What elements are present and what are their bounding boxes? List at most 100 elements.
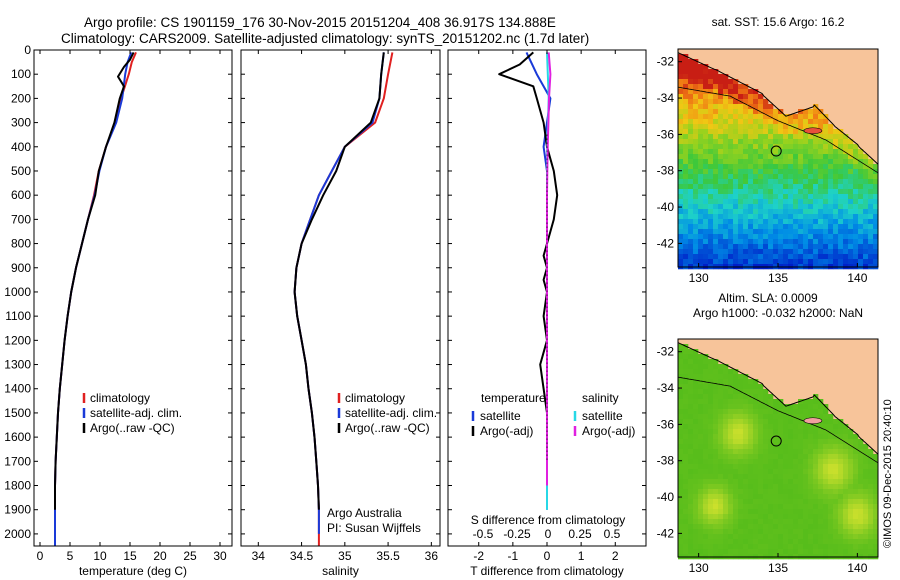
map-y-tick-label: -40 <box>657 490 675 504</box>
x-tick-label: 0 <box>544 549 551 563</box>
island-shape <box>803 417 823 425</box>
map-y-tick-label: -42 <box>657 236 675 250</box>
map-subtitle: Argo h1000: -0.032 h2000: NaN <box>693 306 863 320</box>
x-tick-label: 1 <box>578 549 585 563</box>
series-line-temperature-2 <box>54 51 135 510</box>
map-x-tick-label: 135 <box>768 561 788 575</box>
x-tick-label: 2 <box>612 549 619 563</box>
annotation-text: PI: Susan Wijffels <box>327 521 421 535</box>
annotation-text: Argo Australia <box>327 506 402 520</box>
legend-label: satellite-adj. clim. <box>90 406 182 420</box>
x-tick-label: 20 <box>153 549 167 563</box>
secondary-axis-label: S difference from climatology <box>471 513 626 527</box>
map-y-tick-label: -36 <box>657 127 675 141</box>
map-title: Altim. SLA: 0.0009 <box>718 291 818 305</box>
map-y-tick-label: -40 <box>657 200 675 214</box>
series-line-difference-1 <box>498 51 559 486</box>
y-tick-label: 1600 <box>4 430 31 444</box>
map-field <box>678 344 879 560</box>
y-tick-label: 700 <box>11 212 31 226</box>
y-tick-label: 1100 <box>5 309 31 323</box>
x-tick-label: 36 <box>425 549 439 563</box>
y-tick-label: 1300 <box>4 358 31 372</box>
y-tick-label: 1700 <box>4 454 31 468</box>
map-panel-sla-map: -32 -34 -36 -38 -40 -42 130 135 140 Altim. SLA: 0… <box>657 291 879 575</box>
plot-frame-salinity <box>240 49 441 547</box>
island-shape <box>803 127 823 135</box>
x-tick-label: 5 <box>67 549 74 563</box>
x-axis-label: temperature (deg C) <box>79 564 187 578</box>
legend-label: climatology <box>345 391 405 405</box>
map-x-tick-label: 140 <box>847 271 867 285</box>
series-line-temperature-1 <box>54 52 133 546</box>
figure-title-line1: Argo profile: CS 1901159_176 30-Nov-2015… <box>84 15 556 30</box>
y-tick-label: 400 <box>11 140 31 154</box>
x-tick-label: 15 <box>123 549 137 563</box>
x-axis-label: T difference from climatology <box>470 564 624 578</box>
x-axis-label: salinity <box>322 564 359 578</box>
shelf-contour <box>677 86 879 174</box>
legend-label: Argo(..raw -QC) <box>90 421 175 435</box>
y-tick-label: 2000 <box>4 527 31 541</box>
y-tick-label: 300 <box>11 116 31 130</box>
map-y-tick-label: -32 <box>657 345 675 359</box>
map-x-tick-label: 130 <box>689 561 709 575</box>
map-y-tick-label: -38 <box>657 454 675 468</box>
y-tick-label: 1200 <box>4 333 31 347</box>
legend-label: satellite <box>582 409 623 423</box>
argo-location-marker <box>770 435 782 447</box>
map-y-tick-label: -38 <box>657 164 675 178</box>
x-tick-label: 34 <box>252 549 266 563</box>
x-tick-label: 30 <box>213 549 227 563</box>
y-tick-label: 500 <box>11 164 31 178</box>
x-tick-label: 35 <box>338 549 352 563</box>
series-line-salinity-2 <box>293 52 385 510</box>
y-tick-label: 900 <box>11 261 31 275</box>
profile-panel-salinity: 34 34.5 35 35.5 36 salinity climatologysatelli… <box>240 49 441 578</box>
y-tick-label: 1800 <box>4 479 31 493</box>
map-y-tick-label: -36 <box>657 417 675 431</box>
legend-label: Argo(-adj) <box>480 424 533 438</box>
map-panel-sst-map: -32 -34 -36 -38 -40 -42 130 135 140 sat. SST: 15.… <box>657 15 879 285</box>
secondary-tick-label: -0.25 <box>503 527 531 541</box>
x-tick-label: 10 <box>93 549 107 563</box>
secondary-tick-label: 0.5 <box>604 527 621 541</box>
legend-label: satellite-adj. clim. <box>345 406 437 420</box>
legend-label: Argo(-adj) <box>582 424 635 438</box>
profile-panel-temperature: 0100200300400500600700800900100011001200… <box>4 43 233 578</box>
map-field <box>678 54 879 270</box>
coastline <box>677 342 879 455</box>
legend-heading: salinity <box>582 391 619 405</box>
y-tick-label: 1900 <box>4 503 31 517</box>
y-tick-label: 800 <box>11 237 31 251</box>
y-tick-label: 1000 <box>4 285 31 299</box>
series-line-salinity-0 <box>293 52 394 546</box>
x-tick-label: 34.5 <box>290 549 314 563</box>
figure-title-line2: Climatology: CARS2009. Satellite-adjuste… <box>61 31 590 46</box>
map-y-tick-label: -34 <box>657 381 675 395</box>
y-tick-label: 200 <box>11 91 31 105</box>
argo-location-marker <box>770 145 782 157</box>
x-tick-label: 35.5 <box>376 549 400 563</box>
shelf-contour <box>677 376 879 464</box>
series-line-temperature-0 <box>54 52 137 546</box>
legend-heading: temperature <box>481 391 546 405</box>
map-y-tick-label: -32 <box>657 55 675 69</box>
map-y-tick-label: -34 <box>657 91 675 105</box>
secondary-tick-label: 0 <box>545 527 552 541</box>
coastline <box>677 52 879 165</box>
map-x-tick-label: 130 <box>689 271 709 285</box>
map-x-tick-label: 140 <box>847 561 867 575</box>
secondary-tick-label: 0.25 <box>568 527 592 541</box>
map-title: sat. SST: 15.6 Argo: 16.2 <box>712 15 845 29</box>
legend-label: Argo(..raw -QC) <box>345 421 430 435</box>
profile-panel-difference: -2 -1 0 1 2T difference from climatology temp… <box>447 49 647 578</box>
legend-label: climatology <box>90 391 150 405</box>
y-tick-label: 100 <box>11 67 31 81</box>
y-tick-label: 600 <box>11 188 31 202</box>
x-tick-label: 25 <box>183 549 197 563</box>
x-tick-label: -2 <box>473 549 484 563</box>
legend-label: satellite <box>480 409 521 423</box>
x-tick-label: -1 <box>508 549 519 563</box>
